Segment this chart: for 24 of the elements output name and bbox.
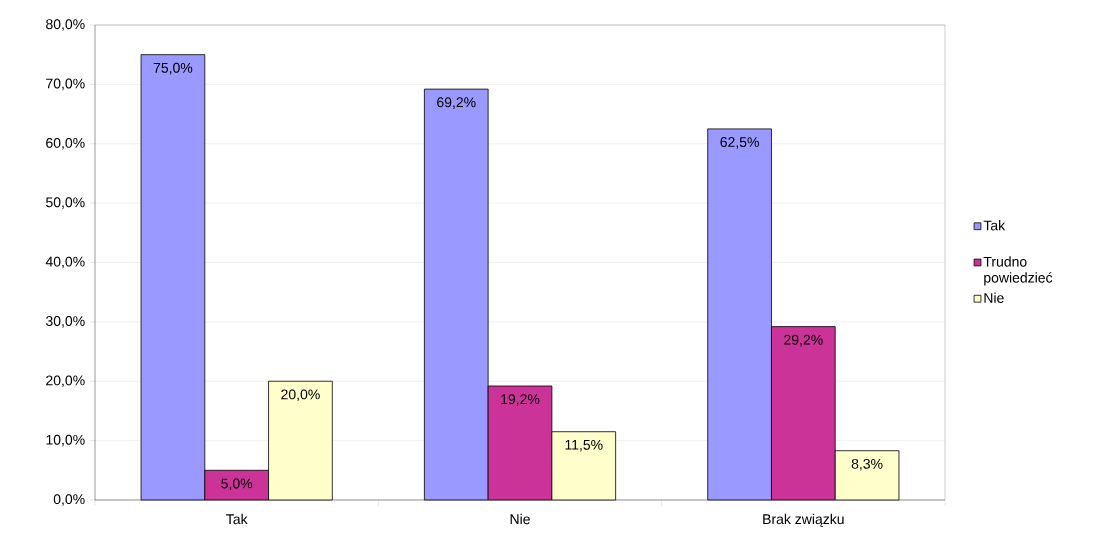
data-label: 29,2% — [784, 334, 823, 347]
y-tick-label: 0,0% — [53, 494, 85, 506]
data-label: 11,5% — [565, 439, 603, 452]
x-tick-label: Tak — [226, 513, 248, 525]
y-tick-label: 60,0% — [46, 137, 85, 150]
x-tick-label: Nie — [510, 513, 530, 525]
data-label: 5,0% — [221, 478, 253, 491]
y-tick-label: 20,0% — [46, 375, 85, 388]
y-tick-label: 70,0% — [46, 78, 85, 91]
data-label: 69,2% — [437, 97, 476, 109]
y-tick-label: 80,0% — [46, 19, 85, 31]
y-tick-label: 30,0% — [45, 316, 85, 328]
x-tick-label: Brak związku — [763, 513, 844, 527]
y-tick-label: 50,0% — [46, 197, 85, 209]
data-label: 19,2% — [501, 394, 540, 406]
data-label: 20,0% — [281, 389, 320, 401]
y-tick-label: 10,0% — [46, 434, 85, 447]
legend-label: Trudno powiedzieć — [983, 256, 1053, 286]
data-label: 8,3% — [851, 458, 883, 471]
legend-label: Tak — [983, 220, 1006, 231]
data-label: 75,0% — [153, 62, 193, 75]
legend-label: Nie — [984, 292, 1004, 303]
data-label: 62,5% — [720, 137, 759, 149]
y-tick-label: 40,0% — [45, 256, 85, 269]
